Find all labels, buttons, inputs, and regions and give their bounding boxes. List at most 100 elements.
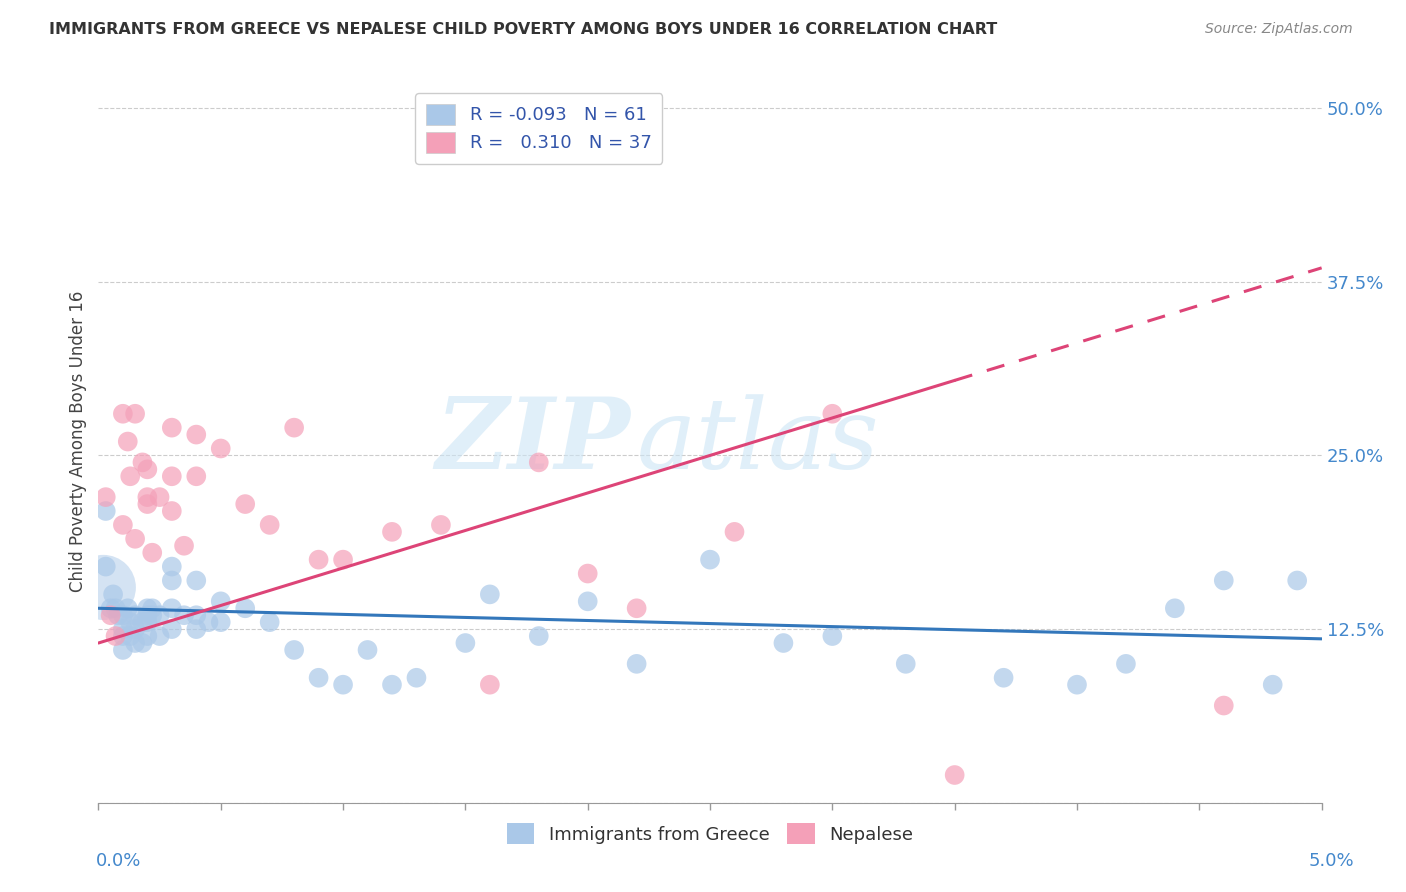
Point: [107, 608, 129, 623]
Point: [100, 601, 122, 615]
Point: [283, 643, 305, 657]
Point: [104, 629, 127, 643]
Point: [111, 517, 134, 532]
Point: [141, 601, 163, 615]
Point: [209, 594, 232, 608]
Point: [117, 601, 139, 615]
Point: [120, 615, 142, 630]
Point: [332, 678, 354, 692]
Legend: Immigrants from Greece, Nepalese: Immigrants from Greece, Nepalese: [501, 816, 920, 852]
Point: [405, 671, 427, 685]
Point: [136, 490, 159, 504]
Point: [101, 587, 124, 601]
Point: [173, 608, 195, 623]
Point: [124, 608, 146, 623]
Text: 0.0%: 0.0%: [96, 852, 141, 870]
Point: [356, 643, 378, 657]
Point: [120, 469, 142, 483]
Point: [94, 559, 117, 574]
Point: [894, 657, 917, 671]
Point: [111, 407, 134, 421]
Point: [100, 608, 122, 623]
Y-axis label: Child Poverty Among Boys Under 16: Child Poverty Among Boys Under 16: [69, 291, 87, 592]
Point: [259, 517, 281, 532]
Point: [1115, 657, 1137, 671]
Point: [576, 594, 599, 608]
Point: [117, 434, 139, 449]
Point: [772, 636, 794, 650]
Point: [149, 490, 172, 504]
Point: [149, 608, 172, 623]
Point: [626, 657, 648, 671]
Point: [104, 601, 127, 615]
Point: [136, 608, 159, 623]
Text: IMMIGRANTS FROM GREECE VS NEPALESE CHILD POVERTY AMONG BOYS UNDER 16 CORRELATION: IMMIGRANTS FROM GREECE VS NEPALESE CHILD…: [49, 22, 997, 37]
Point: [723, 524, 745, 539]
Point: [209, 442, 232, 456]
Point: [527, 455, 550, 469]
Point: [186, 427, 208, 442]
Point: [136, 497, 159, 511]
Point: [699, 552, 721, 566]
Point: [186, 608, 208, 623]
Point: [283, 420, 305, 434]
Point: [197, 615, 219, 630]
Point: [430, 517, 453, 532]
Text: atlas: atlas: [637, 394, 879, 489]
Point: [1286, 574, 1309, 588]
Point: [136, 629, 159, 643]
Point: [576, 566, 599, 581]
Point: [91, 581, 114, 595]
Point: [1261, 678, 1284, 692]
Point: [186, 622, 208, 636]
Point: [821, 629, 844, 643]
Point: [124, 407, 146, 421]
Text: 5.0%: 5.0%: [1309, 852, 1354, 870]
Point: [209, 615, 232, 630]
Point: [149, 629, 172, 643]
Point: [124, 636, 146, 650]
Point: [381, 678, 404, 692]
Point: [160, 574, 183, 588]
Point: [94, 504, 117, 518]
Point: [1212, 698, 1234, 713]
Point: [141, 608, 163, 623]
Point: [381, 524, 404, 539]
Point: [478, 587, 501, 601]
Point: [478, 678, 501, 692]
Point: [124, 622, 146, 636]
Point: [233, 601, 256, 615]
Point: [259, 615, 281, 630]
Point: [821, 407, 844, 421]
Point: [186, 574, 208, 588]
Point: [993, 671, 1015, 685]
Point: [111, 622, 134, 636]
Point: [160, 504, 183, 518]
Point: [131, 455, 153, 469]
Text: ZIP: ZIP: [436, 393, 630, 490]
Point: [111, 643, 134, 657]
Point: [332, 552, 354, 566]
Point: [943, 768, 966, 782]
Point: [120, 629, 142, 643]
Point: [136, 615, 159, 630]
Point: [160, 420, 183, 434]
Text: Source: ZipAtlas.com: Source: ZipAtlas.com: [1205, 22, 1353, 37]
Point: [308, 552, 330, 566]
Point: [527, 629, 550, 643]
Point: [1066, 678, 1088, 692]
Point: [136, 601, 159, 615]
Point: [136, 462, 159, 476]
Point: [160, 622, 183, 636]
Point: [233, 497, 256, 511]
Point: [131, 636, 153, 650]
Point: [160, 601, 183, 615]
Point: [186, 469, 208, 483]
Point: [160, 469, 183, 483]
Point: [111, 608, 134, 623]
Point: [1164, 601, 1187, 615]
Point: [111, 629, 134, 643]
Point: [626, 601, 648, 615]
Point: [160, 559, 183, 574]
Point: [131, 615, 153, 630]
